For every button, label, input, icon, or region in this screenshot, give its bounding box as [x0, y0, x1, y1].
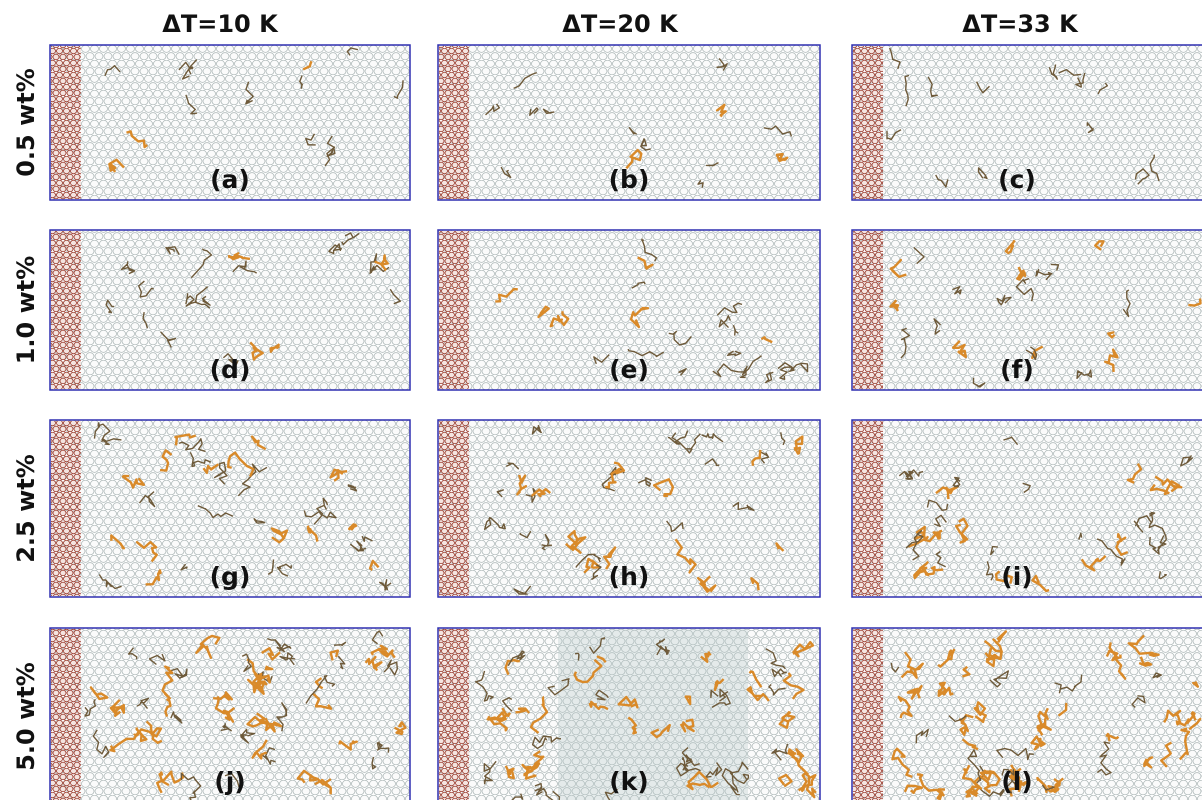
- panel-label: (e): [609, 355, 649, 384]
- solid-wall: [439, 231, 469, 389]
- panel-label: (j): [214, 767, 245, 796]
- solid-wall: [439, 629, 469, 800]
- figure: ΔT=10 K ΔT=20 K ΔT=33 K 0.5 wt% (a) (b) (c) 1.0…: [0, 0, 1202, 800]
- solid-wall: [51, 629, 81, 800]
- panel-label: (l): [1001, 767, 1032, 796]
- panel-label: (h): [609, 562, 650, 591]
- solid-wall: [853, 629, 883, 800]
- solid-wall: [439, 46, 469, 199]
- snapshot-panel: (b): [438, 45, 820, 200]
- solid-wall: [439, 421, 469, 596]
- snapshot-panel: (f): [852, 230, 1202, 390]
- snapshot-panel: (a): [50, 45, 410, 200]
- solid-wall: [853, 46, 883, 199]
- solid-wall: [51, 46, 81, 199]
- snapshot-panel: (d): [50, 230, 410, 390]
- column-header: ΔT=33 K: [962, 10, 1079, 38]
- panel-label: (f): [1000, 355, 1034, 384]
- row-label: 2.5 wt%: [12, 454, 40, 563]
- snapshot-panel: (l): [852, 628, 1202, 800]
- solid-wall: [51, 231, 81, 389]
- row-label: 0.5 wt%: [12, 68, 40, 177]
- panel-label: (c): [998, 165, 1036, 194]
- snapshot-panel: (e): [438, 230, 820, 390]
- column-header: ΔT=20 K: [562, 10, 679, 38]
- panel-label: (a): [210, 165, 250, 194]
- row-label: 1.0 wt%: [12, 256, 40, 365]
- snapshot-panel: (h): [438, 420, 820, 597]
- panel-label: (d): [210, 355, 251, 384]
- snapshot-panel: (k): [438, 628, 820, 800]
- snapshot-panel: (i): [852, 420, 1202, 597]
- lattice-shade: [558, 628, 748, 800]
- panel-label: (g): [210, 562, 251, 591]
- row-label: 5.0 wt%: [12, 662, 40, 771]
- snapshot-panel: (j): [50, 628, 410, 800]
- panel-label: (k): [609, 767, 648, 796]
- snapshot-panel: (c): [852, 45, 1202, 200]
- column-header: ΔT=10 K: [162, 10, 279, 38]
- panel-label: (b): [609, 165, 650, 194]
- solid-wall: [853, 231, 883, 389]
- page: ΔT=10 K ΔT=20 K ΔT=33 K 0.5 wt% (a) (b) (c) 1.0…: [0, 0, 1202, 800]
- solid-wall: [853, 421, 883, 596]
- snapshot-panel: (g): [50, 420, 410, 597]
- solid-wall: [51, 421, 81, 596]
- panel-label: (i): [1001, 562, 1032, 591]
